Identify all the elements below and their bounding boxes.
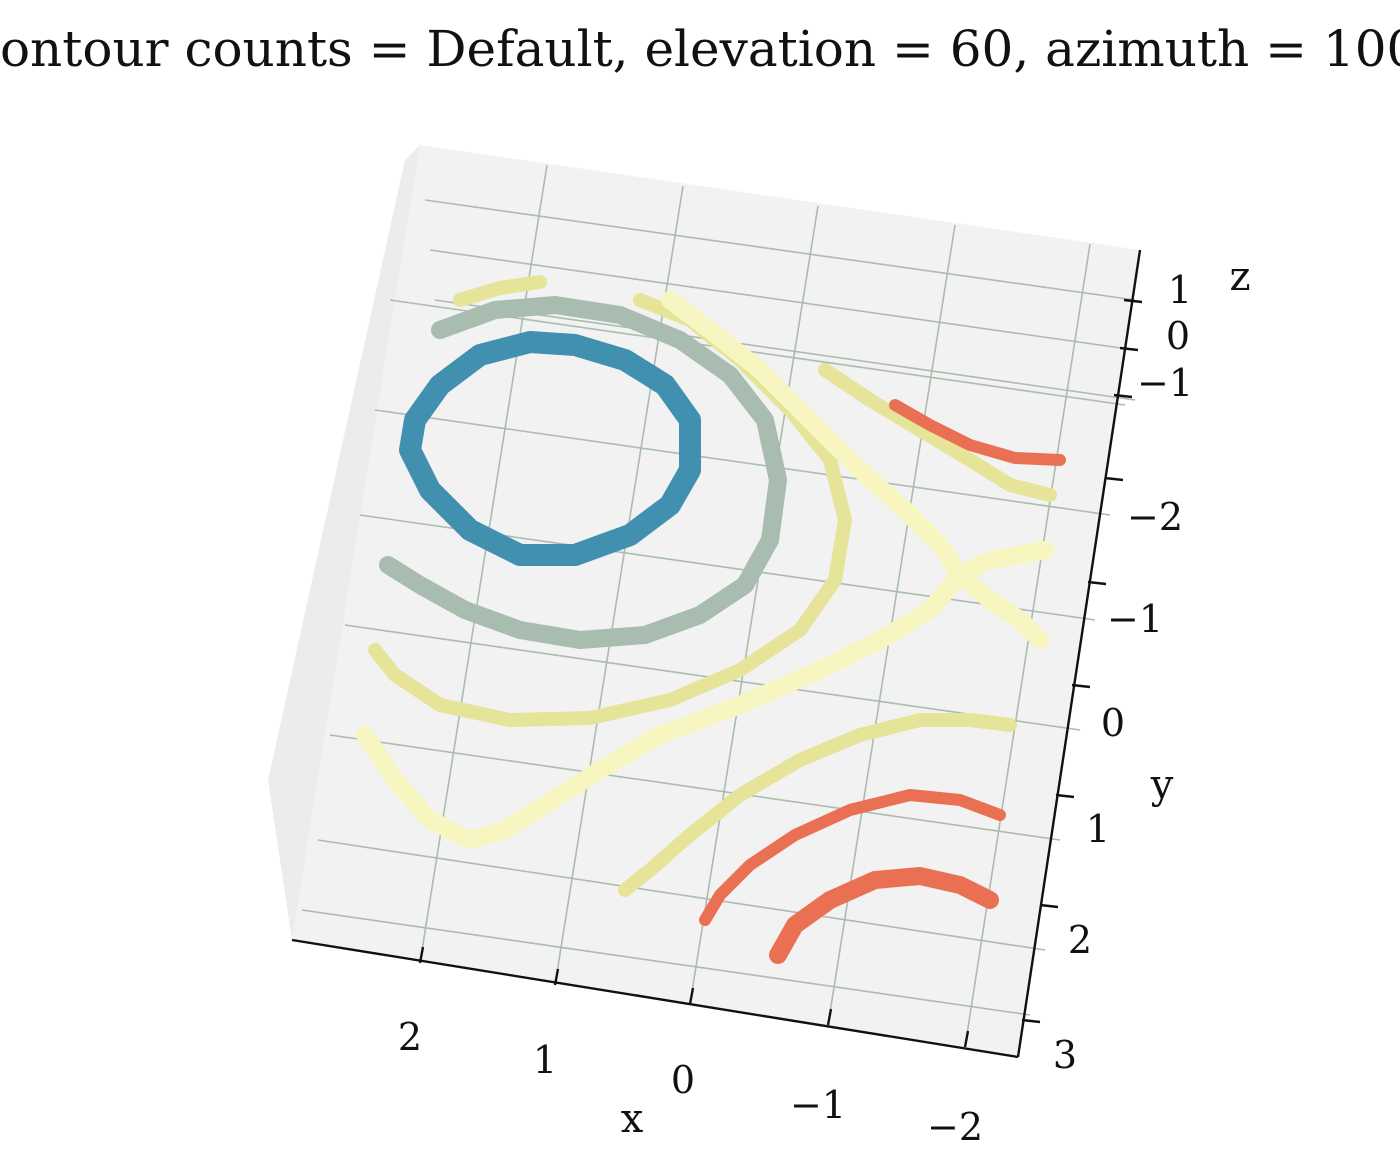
axes bbox=[291, 249, 1143, 1059]
z-tick-label: −1 bbox=[1137, 361, 1193, 405]
y-tick bbox=[1087, 580, 1107, 586]
z-tick-label: 0 bbox=[1166, 314, 1190, 358]
z-tick bbox=[1123, 298, 1143, 304]
side-pane bbox=[268, 145, 420, 940]
y-axis-label: y bbox=[1150, 762, 1174, 808]
x-tick-label: −2 bbox=[927, 1105, 983, 1149]
x-tick-label: 0 bbox=[671, 1058, 695, 1102]
grid-line bbox=[317, 839, 1046, 951]
x-tick-label: 2 bbox=[398, 1015, 422, 1059]
contour-lines bbox=[356, 275, 1066, 964]
contour-line-level-5 bbox=[699, 789, 1006, 926]
y-tick bbox=[1104, 476, 1124, 482]
z-tick bbox=[1113, 393, 1133, 399]
z-axis-label: z bbox=[1229, 254, 1250, 300]
y-tick bbox=[1071, 683, 1091, 689]
y-tick-label: −2 bbox=[1127, 495, 1183, 539]
x-tick-label: 1 bbox=[533, 1038, 557, 1082]
z-tick-label: 1 bbox=[1168, 268, 1192, 312]
contour-line-level-4 bbox=[356, 291, 969, 849]
contour-line-level-3 bbox=[453, 275, 547, 307]
y-tick-label: 2 bbox=[1068, 918, 1092, 962]
contour-line-level-3 bbox=[818, 363, 1057, 502]
grid-line bbox=[554, 185, 684, 986]
grid-line bbox=[689, 205, 819, 1005]
y-tick-label: 3 bbox=[1053, 1033, 1077, 1077]
contour-line-level-5 bbox=[889, 399, 1066, 466]
contour-line-level-2 bbox=[379, 296, 787, 649]
y-axis-line bbox=[1016, 249, 1142, 1058]
y-tick-label: −1 bbox=[1107, 597, 1163, 641]
grid-line bbox=[429, 249, 1136, 351]
grid-line bbox=[374, 409, 1111, 516]
contour-line-level-4 bbox=[951, 566, 1049, 649]
y-tick bbox=[1055, 793, 1075, 799]
grid-line bbox=[301, 909, 1031, 1016]
contour-line-level-5 bbox=[769, 867, 999, 964]
contour-line-level-4 bbox=[951, 541, 1054, 584]
grid-line bbox=[329, 734, 1061, 841]
y-tick-label: 0 bbox=[1101, 701, 1125, 745]
grid-line bbox=[434, 299, 1136, 401]
x-tick bbox=[826, 1008, 833, 1026]
z-tick bbox=[1119, 346, 1139, 352]
contour-line-level-3 bbox=[618, 713, 1017, 897]
x-tick bbox=[963, 1030, 970, 1048]
x-axis-label: x bbox=[621, 1096, 644, 1142]
x-tick bbox=[418, 946, 425, 964]
x-tick-label: −1 bbox=[790, 1083, 846, 1127]
y-tick bbox=[1021, 1018, 1041, 1024]
x-tick bbox=[553, 968, 560, 986]
contour-line-level-1 bbox=[399, 331, 701, 566]
x-tick bbox=[688, 987, 695, 1005]
y-tick-label: 1 bbox=[1086, 807, 1110, 851]
grid-line bbox=[424, 199, 1136, 301]
x-axis-line bbox=[291, 938, 1019, 1059]
chart-title: Contour counts = Default, elevation = 60… bbox=[0, 20, 1400, 78]
y-tick bbox=[1039, 903, 1059, 909]
grid-line bbox=[964, 243, 1091, 1048]
